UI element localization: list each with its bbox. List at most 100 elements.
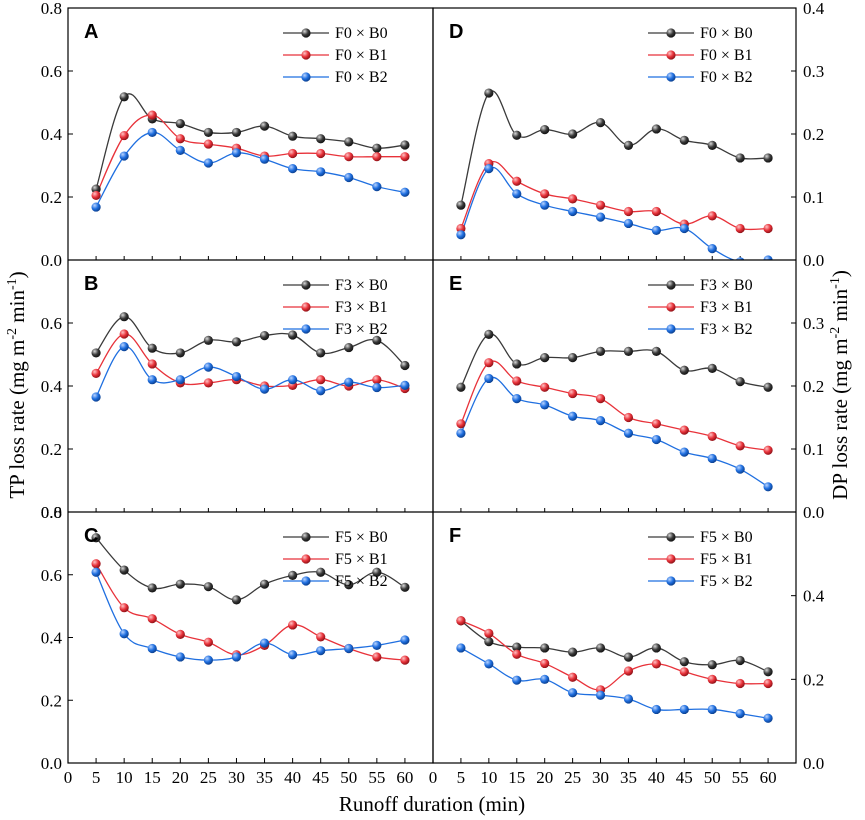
data-point-D-B1 (735, 223, 745, 234)
legend-marker-B1 (666, 554, 676, 564)
data-point-C-B2 (344, 643, 354, 654)
legend-label: F3 × B2 (700, 321, 753, 338)
left-y-title-base: TP loss rate (mg m (5, 340, 29, 499)
data-point-F-B0 (484, 637, 494, 647)
data-point-B-B2 (91, 392, 101, 402)
data-point-E-B2 (679, 447, 689, 457)
data-point-A-B0 (259, 121, 270, 131)
data-point-B-B1 (372, 375, 382, 385)
data-point-B-B0 (175, 348, 185, 358)
legend-label: F5 × B1 (335, 551, 388, 568)
y-tick-label: 0.1 (803, 188, 824, 207)
data-point-B-B2 (316, 386, 326, 396)
data-point-F-B0 (512, 642, 522, 652)
y-tick-label: 0.0 (41, 754, 62, 773)
legend-marker-B0 (301, 280, 311, 290)
data-point-C-B0 (91, 533, 101, 543)
series-line-B-B2 (95, 345, 405, 398)
right-y-axis-title: DP loss rate (mg m-2 min-1) (828, 270, 852, 500)
legend-marker-B1 (301, 554, 311, 564)
data-point-A-B2 (203, 158, 213, 168)
data-point-F-B1 (512, 649, 522, 659)
data-point-F-B1 (540, 658, 550, 669)
right-y-title-sup1: -2 (828, 327, 843, 339)
right-y-title-mid: min (828, 288, 852, 326)
legend-marker-B0 (666, 532, 676, 542)
data-point-C-B0 (119, 565, 129, 575)
data-point-B-B1 (119, 329, 129, 339)
data-point-B-B1 (147, 359, 157, 369)
legend-label: F0 × B1 (700, 47, 753, 64)
data-point-F-B2 (456, 643, 466, 653)
data-point-E-B2 (623, 428, 634, 438)
data-point-A-B1 (288, 148, 298, 159)
data-point-A-B0 (231, 127, 242, 138)
data-point-C-B2 (316, 646, 326, 656)
data-point-D-B2 (595, 212, 606, 222)
legend-label: F3 × B0 (700, 277, 753, 294)
legend-label: F0 × B0 (335, 25, 388, 42)
data-point-B-B2 (372, 382, 382, 393)
data-point-A-B1 (203, 139, 213, 149)
data-point-E-B1 (484, 358, 494, 368)
data-point-A-B2 (344, 172, 354, 183)
data-point-C-B0 (147, 583, 157, 593)
data-point-E-B1 (735, 441, 745, 451)
data-point-C-B1 (119, 603, 129, 613)
data-point-D-B0 (540, 124, 550, 135)
x-tick-label: 15 (144, 768, 161, 787)
data-point-E-B0 (651, 346, 661, 356)
legend-marker-B0 (666, 28, 676, 38)
legend-label: F3 × B1 (700, 299, 753, 316)
data-point-D-B0 (763, 153, 773, 163)
left-y-title-mid: min (5, 290, 29, 328)
data-point-B-B1 (316, 375, 326, 385)
data-point-A-B1 (175, 134, 185, 144)
data-point-E-B2 (763, 482, 773, 492)
panel-C: 0.0 0.2 0.4 0.6 0.8 0 5 10 15 20 25 30 35 40 45 50 55 60 C… (41, 503, 433, 787)
legend-marker-B1 (666, 50, 676, 60)
data-point-F-B1 (763, 678, 773, 689)
y-tick-label: 0.8 (41, 503, 62, 522)
data-point-C-B2 (288, 650, 298, 660)
data-point-F-B2 (540, 674, 550, 684)
data-point-A-B2 (175, 145, 185, 155)
data-point-E-B1 (707, 431, 717, 441)
x-tick-label: 45 (676, 768, 693, 787)
data-point-B-B0 (91, 348, 101, 358)
data-point-E-B2 (595, 416, 606, 426)
x-tick-label: 10 (480, 768, 497, 787)
series-line-E-B2 (460, 376, 769, 488)
data-point-E-B1 (540, 382, 550, 392)
data-point-A-B1 (147, 110, 157, 120)
series-line-E-B0 (460, 333, 769, 388)
data-point-F-B0 (651, 643, 661, 653)
y-tick-label: 0.1 (803, 440, 824, 459)
legend-label: F5 × B1 (700, 551, 753, 568)
y-tick-label: 0.4 (803, 0, 825, 18)
data-point-F-B1 (568, 672, 578, 682)
data-point-D-B0 (651, 124, 661, 134)
data-point-A-B1 (372, 152, 382, 162)
data-point-A-B2 (316, 167, 326, 177)
data-point-B-B2 (400, 380, 410, 390)
data-point-B-B2 (203, 362, 213, 372)
data-point-D-B1 (651, 206, 661, 217)
data-point-F-B0 (707, 660, 717, 670)
data-point-B-B2 (288, 375, 298, 385)
panel-label: E (449, 273, 462, 295)
data-point-D-B2 (707, 244, 717, 254)
data-point-D-B0 (735, 153, 745, 163)
data-point-F-B0 (595, 643, 606, 653)
data-point-D-B2 (484, 164, 494, 174)
data-point-E-B0 (512, 359, 522, 369)
data-point-D-B0 (512, 130, 522, 140)
legend-marker-B1 (301, 302, 311, 312)
y-tick-label: 0.2 (803, 377, 824, 396)
data-point-E-B2 (568, 411, 578, 421)
data-point-A-B0 (175, 119, 185, 129)
y-tick-label: 0.4 (803, 587, 825, 606)
data-point-C-B2 (203, 655, 213, 665)
left-y-title-end: ) (5, 271, 29, 278)
y-tick-label: 0.0 (803, 503, 824, 522)
